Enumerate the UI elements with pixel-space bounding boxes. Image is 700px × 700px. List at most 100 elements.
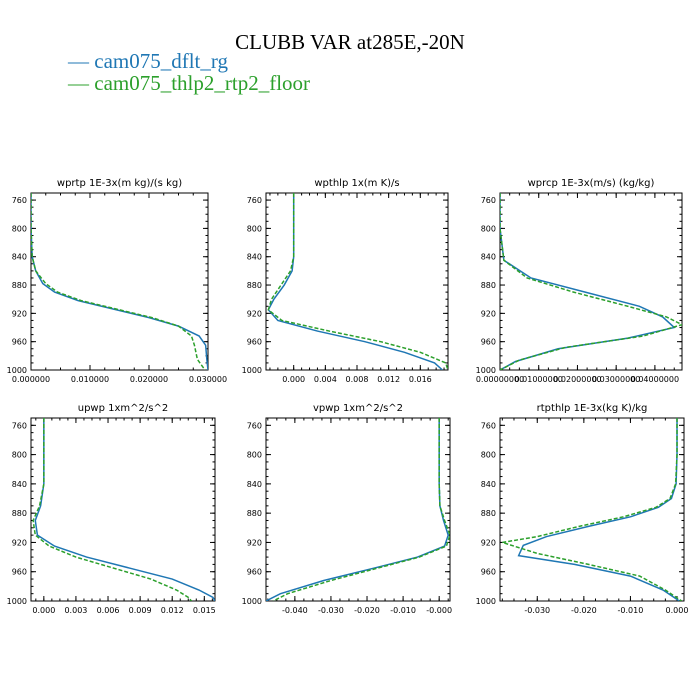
x-tick-label: 0.003	[64, 606, 87, 615]
series-line-floor	[272, 418, 450, 601]
x-tick-label: -0.010	[390, 606, 416, 615]
legend-label: cam075_dflt_rg	[94, 49, 229, 73]
x-tick-label: -0.030	[524, 606, 550, 615]
x-tick-label: 0.000000	[12, 375, 50, 384]
x-tick-label: 0.016	[409, 375, 432, 384]
series-line-floor	[502, 418, 683, 601]
x-tick-label: -0.020	[354, 606, 380, 615]
y-tick-label: 800	[12, 451, 27, 460]
y-tick-label: 1000	[476, 597, 496, 606]
y-tick-label: 800	[247, 224, 262, 233]
y-tick-label: 920	[247, 309, 262, 318]
subplot-6: rtpthlp 1E-3x(kg K)/kg 760 800 840 880 920 960…	[476, 403, 689, 615]
y-tick-label: 960	[481, 568, 496, 577]
subplot-5: vpwp 1xm^2/s^2 760 800 840 880 920 960 1000 -0.0…	[242, 403, 452, 615]
y-tick-label: 920	[247, 538, 262, 547]
series-line-floor	[500, 193, 682, 370]
legend-label: cam075_thlp2_rtp2_floor	[94, 71, 311, 95]
x-tick-label: 0.015	[193, 606, 216, 615]
y-tick-label: 880	[481, 281, 496, 290]
y-tick-label: 960	[12, 338, 27, 347]
plot-frame	[499, 417, 685, 602]
x-tick-label: 0.03000000	[592, 375, 640, 384]
x-tick-label: 0.020000	[130, 375, 168, 384]
y-tick-label: 800	[481, 224, 496, 233]
subplot-title: upwp 1xm^2/s^2	[78, 403, 168, 414]
figure-title: CLUBB VAR at285E,-20N	[235, 30, 465, 54]
y-tick-label: 760	[12, 196, 27, 205]
series-line-dflt	[500, 193, 676, 370]
y-tick-label: 880	[481, 509, 496, 518]
y-tick-label: 1000	[7, 597, 27, 606]
y-tick-label: 880	[12, 281, 27, 290]
series-line-dflt	[34, 418, 215, 601]
y-tick-label: 800	[12, 224, 27, 233]
x-tick-label: -0.020	[571, 606, 597, 615]
subplot-title: wprcp 1E-3x(m/s) (kg/kg)	[528, 178, 655, 189]
x-tick-label: 0.000	[282, 375, 305, 384]
y-tick-label: 1000	[242, 597, 262, 606]
y-tick-label: 840	[247, 253, 262, 262]
subplot-1: wprtp 1E-3x(m kg)/(s kg) 760 800 840 880 920 9…	[7, 178, 227, 384]
subplot-2: wpthlp 1x(m K)/s 760 800 840 880 920 960 1000 0.…	[242, 178, 449, 384]
y-tick-label: 880	[12, 509, 27, 518]
y-tick-label: 960	[247, 338, 262, 347]
x-tick-label: -0.010	[618, 606, 644, 615]
subplot-title: vpwp 1xm^2/s^2	[313, 403, 403, 414]
y-tick-label: 960	[12, 568, 27, 577]
subplot-4: upwp 1xm^2/s^2 760 800 840 880 920 960 1000 0.00…	[7, 403, 216, 615]
x-tick-label: 0.010000	[71, 375, 109, 384]
plot-frame	[499, 192, 683, 371]
legend-entry-dflt: — cam075_dflt_rg	[68, 50, 228, 72]
x-tick-label: -0.040	[282, 606, 308, 615]
y-tick-label: 880	[247, 281, 262, 290]
legend-line-marker: —	[68, 71, 89, 95]
legend-line-marker: —	[68, 49, 89, 73]
series-line-dflt	[31, 193, 208, 370]
y-tick-label: 760	[481, 196, 496, 205]
y-tick-label: 1000	[242, 366, 262, 375]
series-line-floor	[267, 193, 448, 370]
plot-frame	[30, 192, 209, 371]
subplot-3: wprcp 1E-3x(m/s) (kg/kg) 760 800 840 880 920 9…	[476, 178, 683, 384]
x-tick-label: 0.04000000	[631, 375, 679, 384]
y-tick-label: 840	[481, 253, 496, 262]
y-tick-label: 840	[12, 253, 27, 262]
y-tick-label: 880	[247, 509, 262, 518]
y-tick-label: 840	[481, 480, 496, 489]
y-tick-label: 920	[481, 538, 496, 547]
y-tick-label: 760	[12, 421, 27, 430]
x-tick-label: 0.004	[314, 375, 337, 384]
y-tick-label: 1000	[476, 366, 496, 375]
x-tick-label: 0.012	[161, 606, 184, 615]
x-tick-label: 0.012	[377, 375, 400, 384]
y-tick-label: 1000	[7, 366, 27, 375]
y-tick-label: 960	[481, 338, 496, 347]
plot-frame	[30, 417, 216, 602]
x-tick-label: 0.01000000	[515, 375, 563, 384]
y-tick-label: 760	[481, 421, 496, 430]
series-line-dflt	[517, 418, 680, 601]
y-tick-label: 840	[12, 480, 27, 489]
series-line-dflt	[267, 193, 443, 370]
x-tick-label: 0.009	[129, 606, 152, 615]
y-tick-label: 920	[12, 309, 27, 318]
x-tick-label: 0.000	[666, 606, 689, 615]
y-tick-label: 760	[247, 196, 262, 205]
x-tick-label: 0.02000000	[553, 375, 601, 384]
subplot-title: wpthlp 1x(m K)/s	[314, 178, 399, 189]
x-tick-label: 0.000	[32, 606, 55, 615]
x-tick-label: 0.030000	[189, 375, 227, 384]
legend-entry-floor: — cam075_thlp2_rtp2_floor	[68, 72, 310, 94]
x-tick-label: 0.00000000	[476, 375, 524, 384]
subplot-title: rtpthlp 1E-3x(kg K)/kg	[537, 403, 648, 414]
y-tick-label: 760	[247, 421, 262, 430]
x-tick-label: -0.030	[318, 606, 344, 615]
y-tick-label: 960	[247, 568, 262, 577]
series-line-floor	[31, 193, 206, 370]
x-tick-label: 0.008	[346, 375, 369, 384]
y-tick-label: 920	[481, 309, 496, 318]
subplot-title: wprtp 1E-3x(m kg)/(s kg)	[57, 178, 182, 189]
y-tick-label: 840	[247, 480, 262, 489]
